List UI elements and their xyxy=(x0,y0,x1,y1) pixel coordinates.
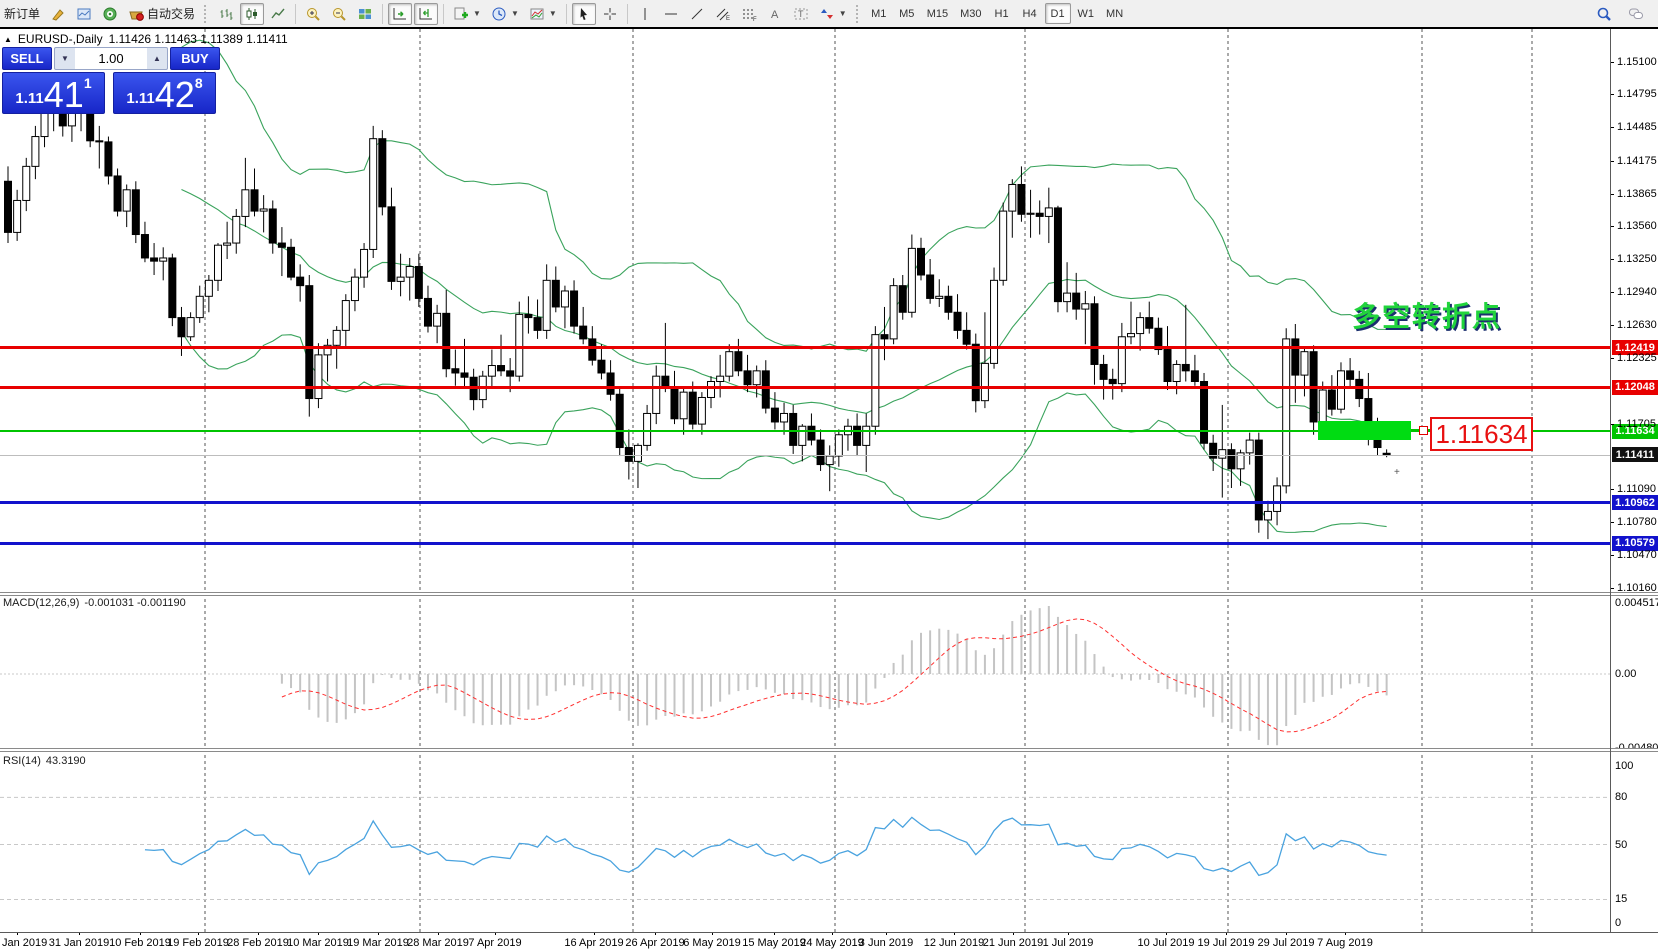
rsi-label: RSI(14) xyxy=(3,755,41,767)
chat-icon[interactable] xyxy=(1624,3,1648,25)
main-toolbar: 新订单 自动交易 ▼ ▼ ▼ xyxy=(0,0,1658,27)
chart-title: ▲ EURUSD-,Daily 1.11426 1.11463 1.11389 … xyxy=(4,32,288,46)
svg-text:T: T xyxy=(798,9,804,19)
chart-window: 1.12419 1.12048 1.11634 1.10962 1.10579 1.114… xyxy=(0,27,1658,949)
buy-price-pip: 8 xyxy=(194,75,203,91)
pencil-icon[interactable] xyxy=(46,3,70,25)
sell-price-pip: 1 xyxy=(83,75,92,91)
horizontal-line-icon[interactable] xyxy=(659,3,683,25)
toolbar-separator xyxy=(443,3,445,24)
price-scale-border xyxy=(1610,29,1611,932)
svg-text:F: F xyxy=(753,17,757,22)
buy-price-main: 42 xyxy=(154,74,195,115)
toolbar-separator xyxy=(295,3,297,24)
symbol-period-label: EURUSD-,Daily xyxy=(17,32,103,46)
timeframe-h4[interactable]: H4 xyxy=(1022,7,1037,20)
rsi-value: 43.3190 xyxy=(45,755,86,767)
trendline-icon[interactable] xyxy=(685,3,709,25)
new-order-button[interactable]: 新订单 xyxy=(4,7,41,21)
bar-chart-icon[interactable] xyxy=(214,3,238,25)
auto-scroll-icon[interactable] xyxy=(388,2,413,25)
highlight-band[interactable] xyxy=(1318,421,1411,440)
periods-icon[interactable]: ▼ xyxy=(487,3,523,25)
rsi-label-row: RSI(14) 43.3190 xyxy=(3,755,86,767)
svg-text:E: E xyxy=(726,16,730,22)
chevron-down-icon: ▼ xyxy=(548,9,557,18)
sell-price-display[interactable]: 1.11 41 1 xyxy=(2,72,105,114)
timeframe-h1[interactable]: H1 xyxy=(994,7,1009,20)
chart-shift-icon[interactable] xyxy=(414,2,439,25)
buy-price-prefix: 1.11 xyxy=(126,90,155,107)
sell-button[interactable]: SELL xyxy=(2,47,52,70)
toolbar-grip xyxy=(855,4,861,23)
ohlc-values: 1.11426 1.11463 1.11389 1.11411 xyxy=(108,32,288,46)
macd-values: -0.001031 -0.001190 xyxy=(84,597,186,609)
search-icon[interactable] xyxy=(1592,3,1616,25)
line-chart-icon[interactable] xyxy=(266,3,290,25)
vertical-line-icon[interactable] xyxy=(633,3,657,25)
crosshair-icon[interactable] xyxy=(598,3,622,25)
timeframe-w1[interactable]: W1 xyxy=(1077,7,1095,20)
price-callout-box[interactable]: 1.11634 xyxy=(1430,417,1533,451)
channel-icon[interactable]: E xyxy=(711,3,735,25)
toolbar-separator xyxy=(626,3,628,24)
template-icon[interactable]: ▼ xyxy=(525,3,561,25)
cursor-icon[interactable] xyxy=(571,2,596,25)
pane-separator[interactable] xyxy=(0,592,1658,596)
zoom-out-icon[interactable] xyxy=(327,3,351,25)
time-scale-border xyxy=(0,932,1658,933)
turning-point-annotation[interactable]: 多空转折点 xyxy=(1352,301,1503,332)
text-icon[interactable]: A xyxy=(763,3,787,25)
chart-window-icon[interactable] xyxy=(72,3,96,25)
autotrade-label: 自动交易 xyxy=(147,7,196,21)
timeframe-m1[interactable]: M1 xyxy=(871,7,887,20)
tile-windows-icon[interactable] xyxy=(353,3,377,25)
macd-label: MACD(12,26,9) xyxy=(3,597,80,609)
timeframe-m30[interactable]: M30 xyxy=(960,7,982,20)
sell-price-main: 41 xyxy=(43,74,84,115)
volume-increase-button[interactable]: ▲ xyxy=(153,54,161,63)
text-label-icon[interactable]: T xyxy=(789,3,813,25)
pane-separator[interactable] xyxy=(0,748,1658,752)
one-click-trade-panel: SELL ▼ 1.00 ▲ BUY 1.11 41 1 1.11 42 8 xyxy=(2,47,220,114)
timeframe-d1[interactable]: D1 xyxy=(1044,3,1071,24)
callout-anchor-marker[interactable] xyxy=(1419,426,1428,435)
toolbar-separator xyxy=(565,3,567,24)
timeframe-m15[interactable]: M15 xyxy=(926,7,949,20)
zoom-in-icon[interactable] xyxy=(301,3,325,25)
volume-decrease-button[interactable]: ▼ xyxy=(61,54,69,63)
sell-price-prefix: 1.11 xyxy=(15,90,44,107)
fibonacci-icon[interactable]: F xyxy=(737,3,761,25)
chevron-down-icon: ▼ xyxy=(838,9,847,18)
autotrade-button[interactable]: 自动交易 xyxy=(124,3,199,25)
symbol-marker-icon: ▲ xyxy=(4,34,12,44)
volume-input[interactable]: 1.00 xyxy=(75,48,147,69)
toolbar-grip xyxy=(204,4,209,23)
arrows-icon[interactable]: ▼ xyxy=(815,3,851,25)
signals-icon[interactable] xyxy=(98,3,122,25)
buy-price-display[interactable]: 1.11 42 8 xyxy=(113,72,216,114)
timeframe-m5[interactable]: M5 xyxy=(899,7,915,20)
buy-button[interactable]: BUY xyxy=(170,47,220,70)
toolbar-separator xyxy=(382,3,384,24)
chevron-down-icon: ▼ xyxy=(510,9,519,18)
timeframe-group: M1 M5 M15 M30 H1 H4 D1 W1 MN xyxy=(866,3,1128,24)
indicators-icon[interactable]: ▼ xyxy=(449,3,485,25)
macd-label-row: MACD(12,26,9) -0.001031 -0.001190 xyxy=(3,597,186,609)
svg-text:A: A xyxy=(771,9,779,21)
candlestick-chart-icon[interactable] xyxy=(240,2,265,25)
last-bar-marker: + xyxy=(1394,467,1400,478)
timeframe-mn[interactable]: MN xyxy=(1106,7,1124,20)
price-chart-canvas[interactable] xyxy=(0,29,1658,949)
chevron-down-icon: ▼ xyxy=(473,9,481,18)
